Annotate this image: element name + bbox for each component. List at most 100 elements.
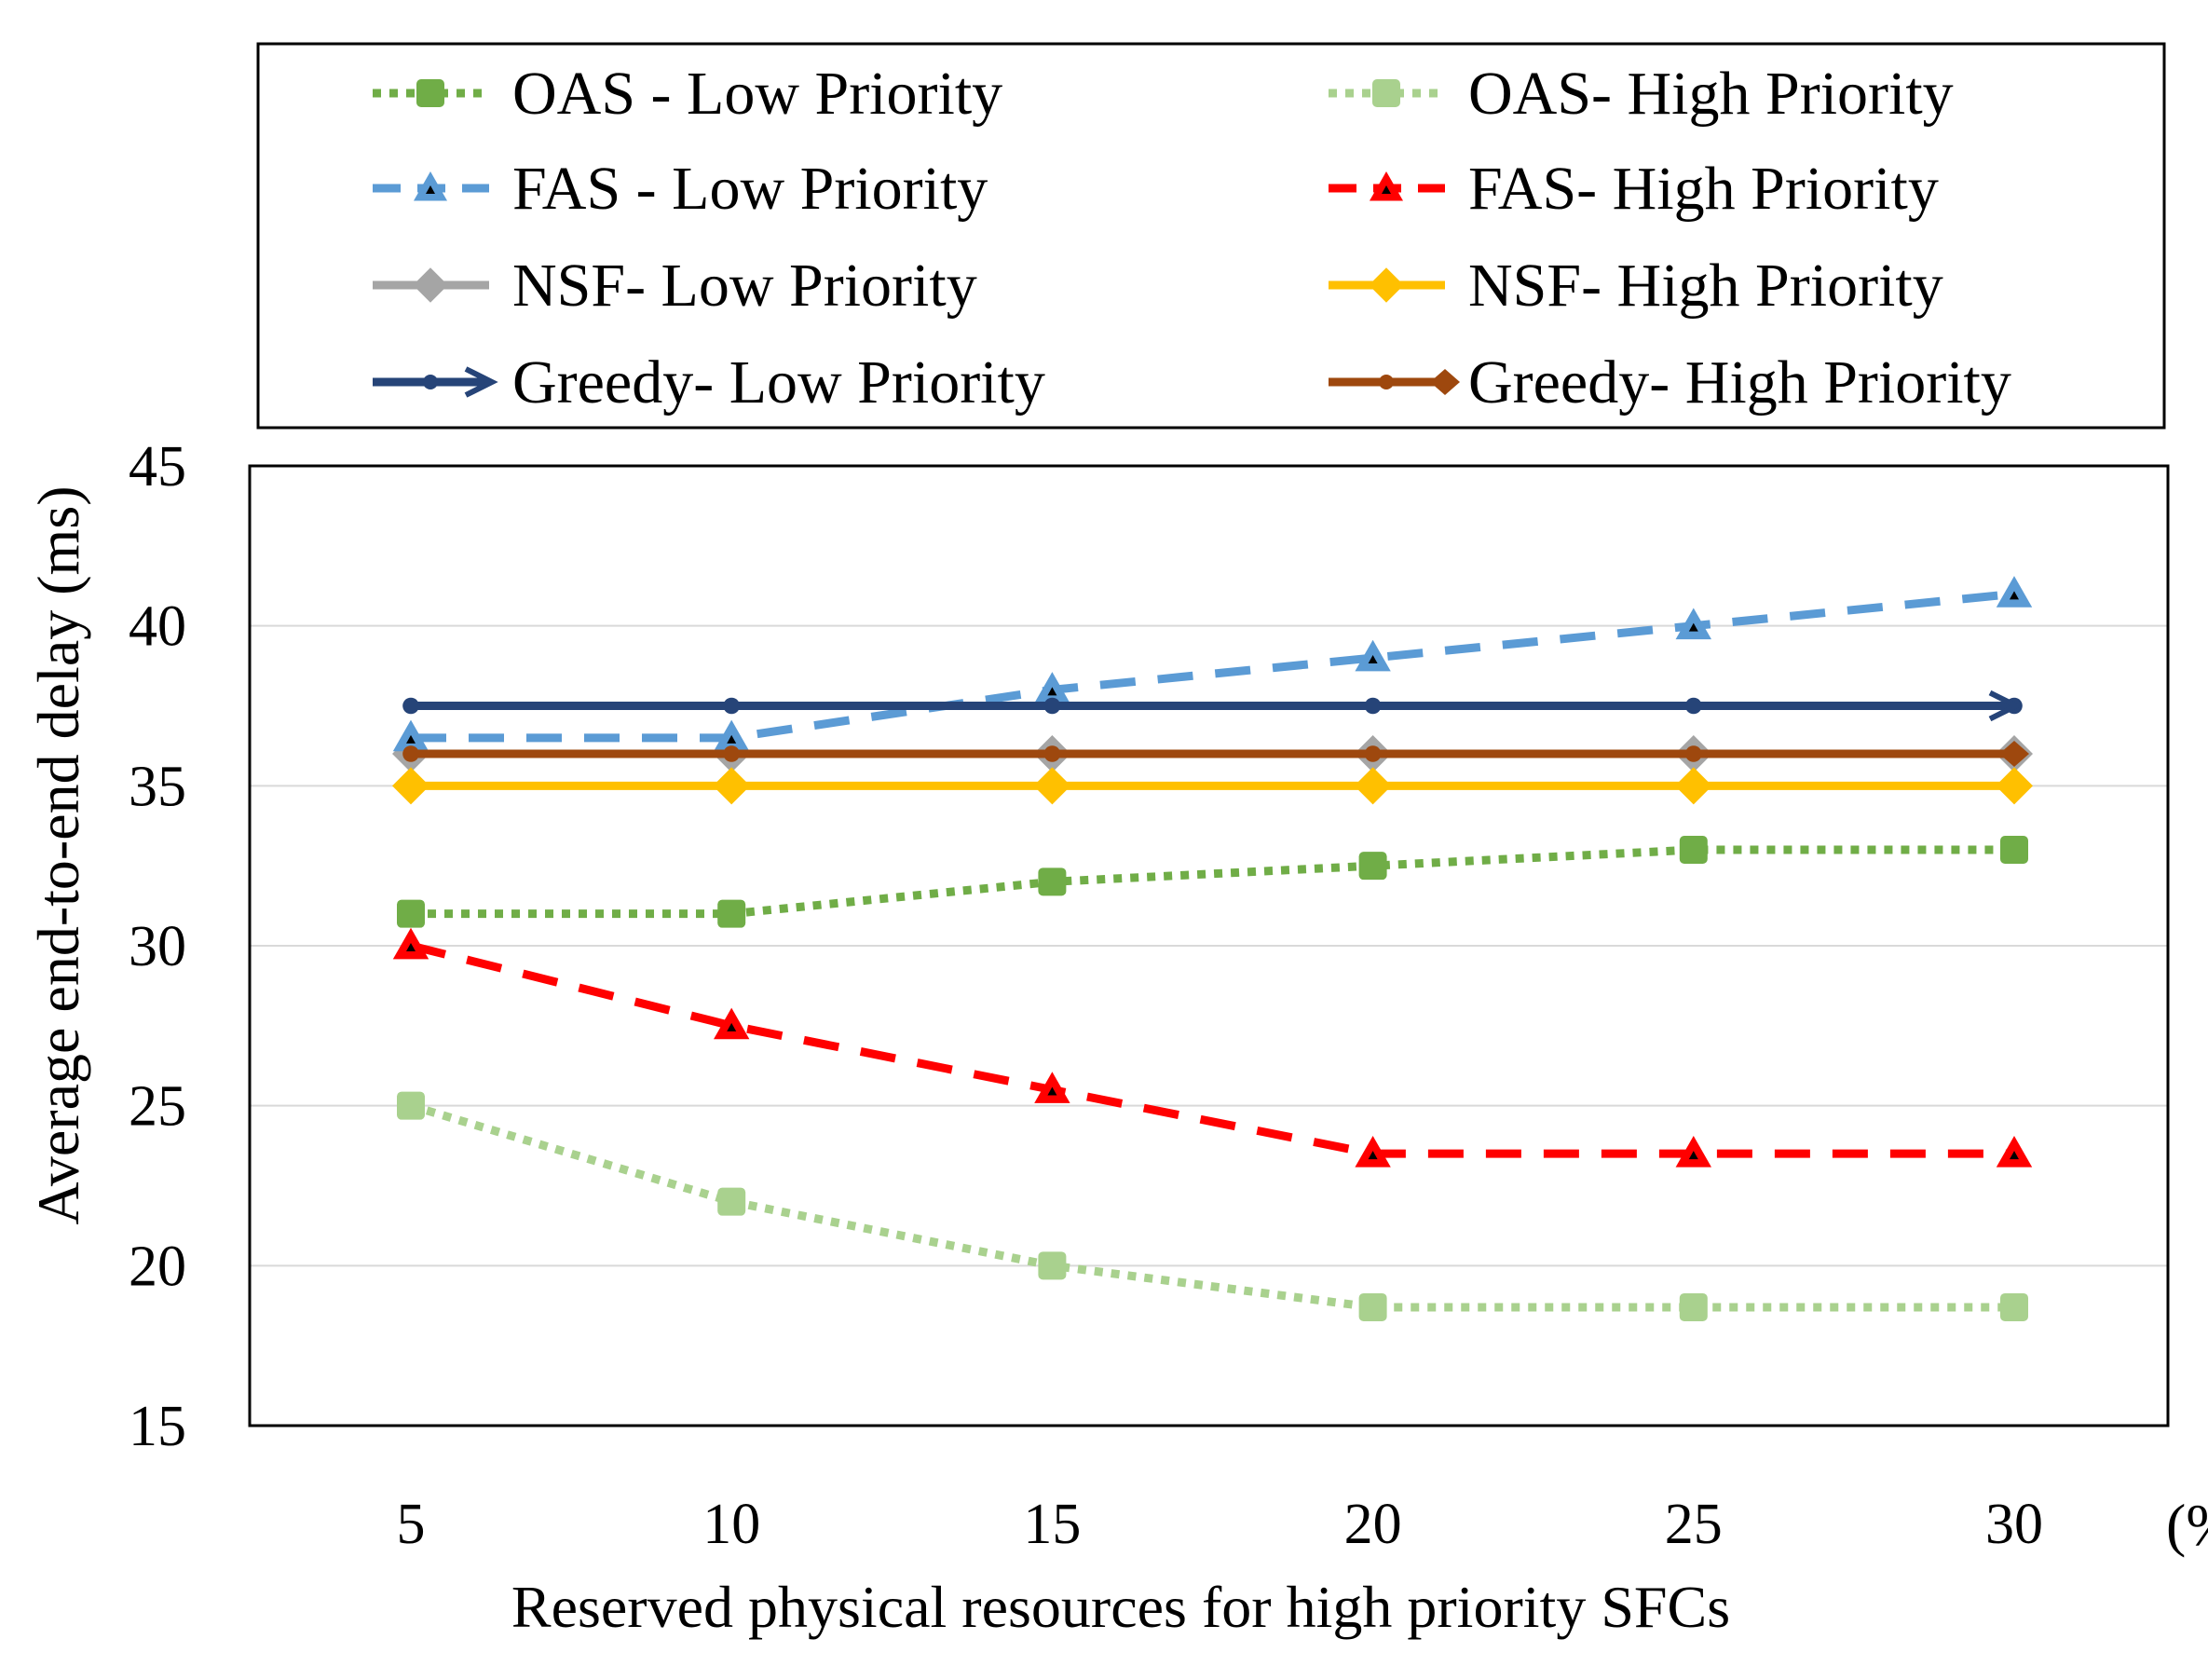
series-greedy-low-priority [402, 690, 2023, 722]
data-point [402, 697, 419, 715]
y-tick-label: 30 [129, 915, 186, 978]
series-nsf-high-priority [392, 767, 2033, 805]
data-point [1679, 1292, 1708, 1321]
data-point [397, 1091, 425, 1120]
legend-marker [1379, 375, 1394, 389]
legend-label: OAS - Low Priority [512, 60, 1002, 128]
legend-label: FAS- High Priority [1468, 155, 1939, 223]
y-tick-label: 35 [129, 755, 186, 818]
data-point-center [1047, 687, 1057, 696]
data-point [1358, 852, 1387, 881]
data-point-center [1047, 1086, 1057, 1096]
legend-item-fas-low-priority: FAS - Low Priority [373, 155, 988, 223]
legend-label: FAS - Low Priority [512, 155, 988, 223]
series-end-arrow [1988, 690, 2023, 722]
legend-item-nsf-low-priority: NSF- Low Priority [373, 252, 977, 320]
x-tick-label: 20 [1344, 1493, 1402, 1556]
legend-box [256, 42, 2166, 430]
data-point [1679, 836, 1708, 864]
data-point [1043, 745, 1061, 762]
data-point [717, 1187, 746, 1216]
data-point [1996, 767, 2033, 805]
series-fas-low-priority [392, 576, 2033, 752]
data-point-center [727, 1022, 737, 1031]
legend: OAS - Low Priority OAS- High Priority FAS … [373, 60, 2011, 417]
x-tick-label: 25 [1665, 1493, 1723, 1556]
series-line [409, 941, 2014, 1158]
legend-marker [413, 267, 448, 303]
x-tick-label: 10 [702, 1493, 760, 1556]
y-tick-label: 20 [129, 1235, 186, 1298]
data-point [1043, 697, 1061, 715]
data-point [713, 767, 751, 805]
x-tick-label: 5 [397, 1493, 426, 1556]
legend-marker [1372, 79, 1400, 107]
legend-label: NSF- High Priority [1468, 252, 1943, 320]
data-point [2000, 836, 2028, 864]
data-point [1354, 767, 1392, 805]
data-point [723, 697, 740, 715]
plot-area-border [248, 464, 2170, 1427]
x-axis-title: Reserved physical resources for high pri… [511, 1574, 1730, 1640]
data-point-center [727, 734, 737, 744]
y-tick-label: 15 [129, 1395, 186, 1458]
data-point-center [2010, 1151, 2019, 1160]
series-line [411, 589, 2015, 743]
legend-end-diamond [1430, 369, 1460, 395]
series-line [409, 1101, 2014, 1312]
data-point [1033, 767, 1071, 805]
data-point-center [406, 943, 416, 951]
legend-item-greedy-high-priority: Greedy- High Priority [1329, 348, 2011, 417]
legend-item-fas-high-priority: FAS- High Priority [1329, 155, 1939, 223]
data-point [397, 899, 425, 928]
legend-marker-center [426, 185, 435, 194]
legend-label: Greedy- Low Priority [512, 348, 1045, 417]
data-point [402, 745, 419, 762]
data-point [1364, 745, 1382, 762]
x-tick-label: 15 [1023, 1493, 1081, 1556]
legend-item-oas-high-priority: OAS- High Priority [1329, 60, 1954, 128]
data-point [1364, 697, 1382, 715]
data-point [717, 899, 746, 928]
data-point [2000, 1292, 2028, 1321]
data-point-center [1688, 1151, 1698, 1160]
data-point [723, 745, 740, 762]
legend-label: Greedy- High Priority [1468, 348, 2011, 417]
legend-item-greedy-low-priority: Greedy- Low Priority [373, 348, 1045, 417]
data-point [1685, 697, 1702, 715]
series-oas-low-priority [397, 836, 2028, 928]
series-oas-high-priority [397, 1091, 2028, 1321]
series-layer [392, 576, 2033, 1321]
legend-label: NSF- Low Priority [512, 252, 977, 320]
y-axis-title: Average end-to-end delay (ms) [25, 485, 91, 1224]
legend-marker-center [1382, 185, 1391, 194]
x-tick-label: 30 [1985, 1493, 2043, 1556]
data-point [1358, 1292, 1387, 1321]
data-point [1674, 767, 1712, 805]
x-axis-ticks: 5 10 15 20 25 30 [397, 1493, 2044, 1556]
legend-item-nsf-high-priority: NSF- High Priority [1329, 252, 1943, 320]
series-greedy-high-priority [402, 741, 2029, 767]
y-tick-label: 45 [129, 435, 186, 499]
series-fas-high-priority [392, 927, 2033, 1168]
data-point-center [2010, 591, 2019, 600]
legend-marker [416, 79, 444, 107]
data-point-center [1368, 655, 1378, 663]
data-point [1685, 745, 1702, 762]
legend-label: OAS- High Priority [1468, 60, 1954, 128]
data-point [1038, 1251, 1067, 1280]
y-tick-label: 25 [129, 1075, 186, 1139]
legend-arrowhead [464, 366, 498, 398]
data-point-center [406, 734, 416, 744]
legend-marker [423, 375, 438, 389]
data-point [392, 767, 429, 805]
data-point [1038, 867, 1067, 896]
legend-item-oas-low-priority: OAS - Low Priority [373, 60, 1002, 128]
y-tick-label: 40 [129, 595, 186, 659]
legend-marker [1369, 267, 1404, 303]
data-point-center [1688, 622, 1698, 632]
y-axis-ticks: 15 20 25 30 35 40 45 [129, 435, 186, 1458]
series-end-diamond [1999, 741, 2029, 767]
data-point-center [1368, 1151, 1378, 1160]
